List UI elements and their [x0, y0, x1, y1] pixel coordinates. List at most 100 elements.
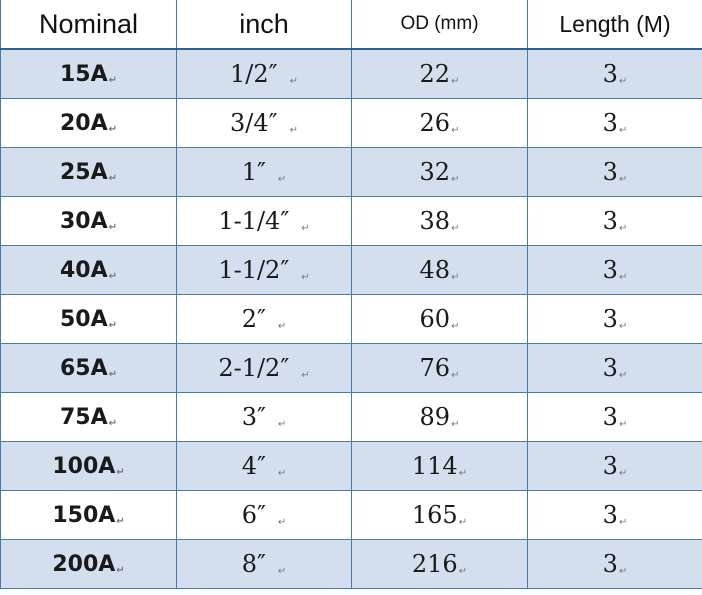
- cell-od-value: 32: [419, 158, 451, 186]
- cell-length-value: 3: [602, 158, 618, 186]
- cell-inch-value: 8″: [241, 550, 266, 578]
- paragraph-mark-icon: ↵: [618, 468, 628, 479]
- cell-length: 3↵: [527, 98, 702, 148]
- paragraph-mark-icon: ↵: [301, 272, 310, 283]
- cell-od: 114↵: [351, 441, 528, 491]
- cell-od: 48↵: [351, 245, 528, 295]
- paragraph-mark-icon: ↵: [451, 76, 460, 87]
- paragraph-mark-icon: ↵: [451, 272, 460, 283]
- paragraph-mark-icon: ↵: [108, 123, 118, 135]
- cell-nominal-value: 65A: [59, 355, 108, 381]
- header-length-m: Length (M): [527, 0, 702, 50]
- cell-length: 3↵: [527, 392, 702, 442]
- cell-inch-value: 1-1/2″: [218, 256, 290, 284]
- paragraph-mark-icon: ↵: [116, 564, 125, 576]
- cell-od: 32↵: [351, 147, 528, 197]
- paragraph-mark-icon: ↵: [277, 321, 287, 332]
- cell-nominal-value: 150A: [52, 502, 116, 528]
- paragraph-mark-icon: ↵: [289, 125, 298, 136]
- cell-od-value: 38: [419, 207, 451, 235]
- paragraph-mark-icon: ↵: [289, 76, 298, 87]
- paragraph-mark-icon: ↵: [451, 419, 460, 430]
- cell-inch: 3″ ↵: [176, 392, 352, 442]
- cell-od-value: 22: [419, 60, 451, 88]
- cell-od-value: 114: [411, 452, 458, 480]
- cell-length-value: 3: [602, 109, 618, 137]
- paragraph-mark-icon: ↵: [277, 566, 287, 577]
- cell-inch-value: 2-1/2″: [218, 354, 290, 382]
- paragraph-mark-icon: ↵: [458, 517, 468, 528]
- cell-inch: 1/2″ ↵: [176, 48, 352, 99]
- cell-length: 3↵: [527, 147, 702, 197]
- cell-nominal-value: 200A: [52, 551, 116, 577]
- cell-length: 3↵: [527, 441, 702, 491]
- paragraph-mark-icon: ↵: [618, 125, 628, 136]
- paragraph-mark-icon: ↵: [116, 466, 125, 478]
- paragraph-mark-icon: ↵: [116, 515, 125, 527]
- cell-inch-value: 2″: [241, 305, 266, 333]
- cell-od-value: 76: [419, 354, 451, 382]
- cell-inch: 6″ ↵: [176, 490, 352, 540]
- header-nominal: Nominal: [0, 0, 177, 50]
- cell-length: 3↵: [527, 294, 702, 344]
- cell-nominal-value: 50A: [59, 306, 108, 332]
- table-row: 30A↵ 1-1/4″ ↵ 38↵ 3↵: [0, 196, 702, 246]
- cell-nominal-value: 75A: [59, 404, 108, 430]
- table-row: 25A↵ 1″ ↵ 32↵ 3↵: [0, 147, 702, 197]
- table-row: 15A↵ 1/2″ ↵ 22↵ 3↵: [0, 48, 702, 99]
- cell-od: 76↵: [351, 343, 528, 393]
- cell-length-value: 3: [602, 207, 618, 235]
- paragraph-mark-icon: ↵: [618, 370, 628, 381]
- paragraph-mark-icon: ↵: [451, 370, 460, 381]
- cell-length: 3↵: [527, 343, 702, 393]
- paragraph-mark-icon: ↵: [277, 468, 287, 479]
- table-row: 200A↵ 8″ ↵ 216↵ 3↵: [0, 539, 702, 589]
- cell-nominal: 50A↵: [0, 294, 177, 344]
- paragraph-mark-icon: ↵: [618, 272, 628, 283]
- paragraph-mark-icon: ↵: [618, 321, 628, 332]
- table-row: 40A↵ 1-1/2″ ↵ 48↵ 3↵: [0, 245, 702, 295]
- cell-od: 89↵: [351, 392, 528, 442]
- cell-nominal-value: 100A: [52, 453, 116, 479]
- cell-length: 3↵: [527, 196, 702, 246]
- cell-nominal: 25A↵: [0, 147, 177, 197]
- cell-od-value: 89: [419, 403, 451, 431]
- cell-nominal-value: 40A: [59, 257, 108, 283]
- paragraph-mark-icon: ↵: [277, 517, 287, 528]
- cell-od-value: 165: [411, 501, 458, 529]
- header-inch: inch: [176, 0, 352, 50]
- cell-inch: 1-1/2″ ↵: [176, 245, 352, 295]
- header-row: Nominal inch OD (mm) Length (M): [0, 0, 702, 50]
- table-row: 75A↵ 3″ ↵ 89↵ 3↵: [0, 392, 702, 442]
- cell-nominal: 30A↵: [0, 196, 177, 246]
- cell-nominal: 65A↵: [0, 343, 177, 393]
- cell-length-value: 3: [602, 550, 618, 578]
- paragraph-mark-icon: ↵: [108, 417, 118, 429]
- paragraph-mark-icon: ↵: [108, 368, 118, 380]
- cell-od: 38↵: [351, 196, 528, 246]
- paragraph-mark-icon: ↵: [618, 76, 628, 87]
- cell-inch-value: 1-1/4″: [218, 207, 290, 235]
- paragraph-mark-icon: ↵: [618, 517, 628, 528]
- cell-od-value: 216: [411, 550, 458, 578]
- cell-od: 165↵: [351, 490, 528, 540]
- cell-length-value: 3: [602, 256, 618, 284]
- cell-length-value: 3: [602, 501, 618, 529]
- paragraph-mark-icon: ↵: [301, 370, 310, 381]
- paragraph-mark-icon: ↵: [451, 223, 460, 234]
- cell-od: 216↵: [351, 539, 528, 589]
- cell-length: 3↵: [527, 490, 702, 540]
- cell-nominal-value: 20A: [59, 110, 108, 136]
- cell-inch-value: 3″: [241, 403, 266, 431]
- cell-od-value: 60: [419, 305, 451, 333]
- cell-length-value: 3: [602, 305, 618, 333]
- cell-nominal: 75A↵: [0, 392, 177, 442]
- cell-od: 60↵: [351, 294, 528, 344]
- cell-length-value: 3: [602, 452, 618, 480]
- paragraph-mark-icon: ↵: [277, 174, 287, 185]
- cell-inch: 8″ ↵: [176, 539, 352, 589]
- paragraph-mark-icon: ↵: [108, 74, 118, 86]
- header-od-mm: OD (mm): [351, 0, 528, 50]
- paragraph-mark-icon: ↵: [108, 221, 118, 233]
